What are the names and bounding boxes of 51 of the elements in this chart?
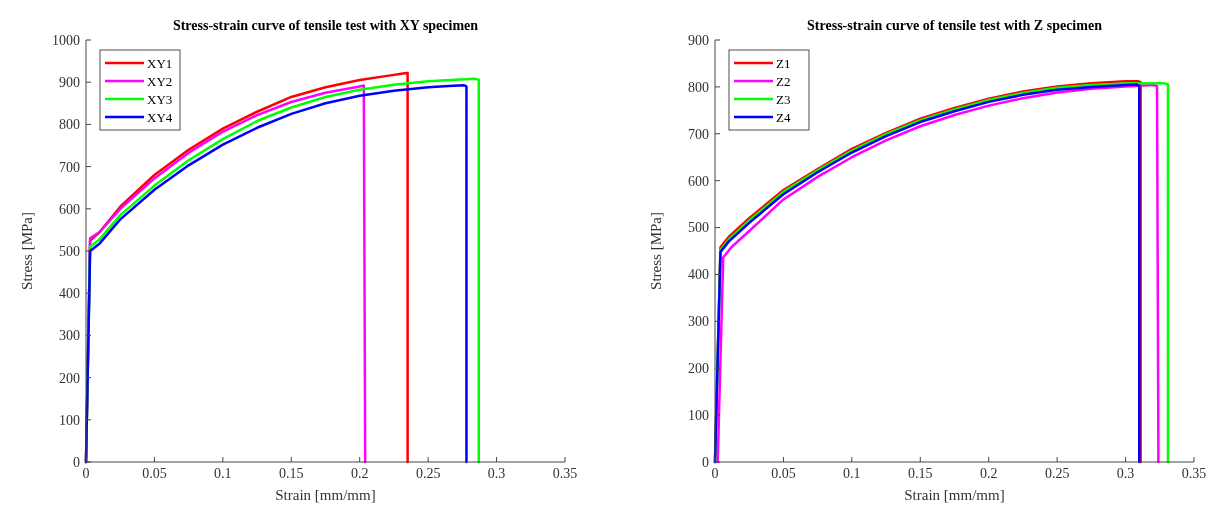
x-tick-label: 0.3 <box>487 466 506 481</box>
x-tick-label: 0.15 <box>908 466 933 481</box>
y-tick-label: 100 <box>59 412 80 428</box>
x-tick-label: 0.2 <box>350 466 369 481</box>
y-tick-label: 1000 <box>52 32 80 48</box>
legend-label: Z3 <box>776 91 791 107</box>
y-axis-title: Stress [MPa] <box>648 212 664 290</box>
y-tick-label: 700 <box>688 126 709 142</box>
legend-label: Z1 <box>776 55 791 71</box>
x-tick-label: 0.05 <box>771 466 796 481</box>
x-tick-label: 0.1 <box>843 466 861 481</box>
y-tick-label: 600 <box>688 173 709 189</box>
y-tick-label: 300 <box>59 328 80 344</box>
y-tick-label: 400 <box>688 267 709 283</box>
chart-title: Stress-strain curve of tensile test with XY specimen <box>172 18 479 33</box>
y-tick-label: 700 <box>59 159 80 175</box>
x-tick-label: 0.15 <box>279 466 304 481</box>
y-tick-label: 200 <box>59 370 80 386</box>
legend-label: Z2 <box>776 73 791 89</box>
chart-title: Stress-strain curve of tensile test with Z specimen <box>807 18 1103 33</box>
y-tick-label: 0 <box>73 454 80 470</box>
x-axis-title: Strain [mm/mm] <box>275 487 376 503</box>
y-tick-label: 400 <box>59 286 80 302</box>
legend-label: XY2 <box>147 73 173 89</box>
y-tick-label: 300 <box>688 314 709 330</box>
x-tick-label: 0 <box>711 466 719 481</box>
y-tick-label: 0 <box>702 454 709 470</box>
x-axis-title: Strain [mm/mm] <box>904 487 1005 503</box>
legend-label: XY1 <box>147 55 173 71</box>
y-axis-title: Stress [MPa] <box>19 212 35 290</box>
x-tick-label: 0.1 <box>214 466 232 481</box>
x-tick-label: 0.35 <box>1181 466 1207 481</box>
x-tick-label: 0.25 <box>1044 466 1070 481</box>
legend-label: XY3 <box>147 91 173 107</box>
y-tick-label: 100 <box>688 408 709 424</box>
x-tick-label: 0.35 <box>552 466 578 481</box>
y-tick-label: 500 <box>688 220 709 236</box>
y-tick-label: 900 <box>688 32 709 48</box>
legend-label: Z4 <box>776 109 791 125</box>
y-tick-label: 200 <box>688 361 709 377</box>
legend-label: XY4 <box>147 109 173 125</box>
x-tick-label: 0 <box>82 466 90 481</box>
x-tick-label: 0.3 <box>1116 466 1135 481</box>
y-tick-label: 500 <box>59 243 80 259</box>
x-tick-label: 0.05 <box>142 466 167 481</box>
y-tick-label: 800 <box>59 117 80 133</box>
x-tick-label: 0.2 <box>979 466 998 481</box>
y-tick-label: 800 <box>688 79 709 95</box>
x-tick-label: 0.25 <box>415 466 441 481</box>
y-tick-label: 600 <box>59 201 80 217</box>
y-tick-label: 900 <box>59 75 80 91</box>
